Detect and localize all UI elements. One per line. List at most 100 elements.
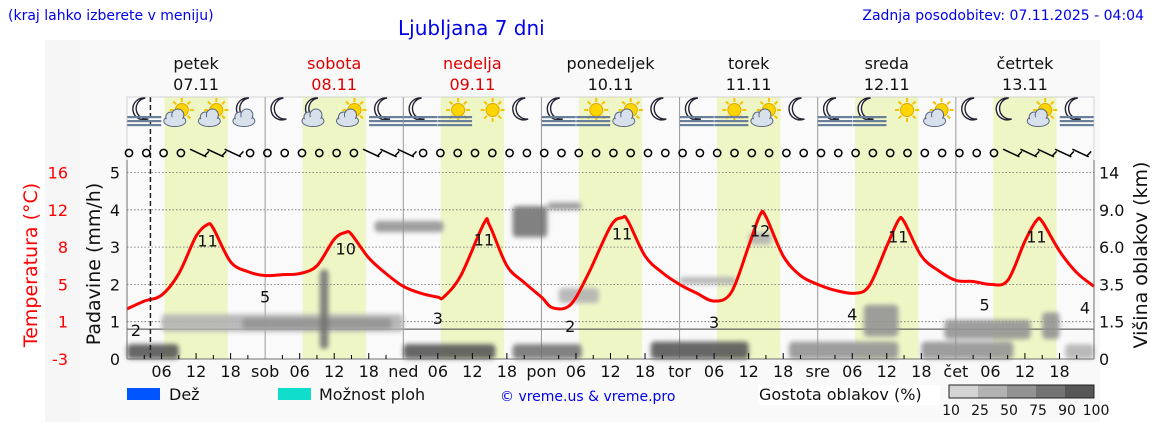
temp-label-min: 2	[131, 321, 141, 340]
cloud-patch	[242, 317, 392, 330]
day-abbr-tick: tor	[668, 362, 691, 381]
credit-link[interactable]: © vreme.us & vreme.pro	[500, 389, 675, 405]
calm-wind-icon	[141, 148, 151, 158]
fog-line	[438, 116, 473, 119]
density-label-bg	[758, 385, 940, 405]
moon-crescent	[1064, 97, 1082, 121]
calm-wind-icon	[937, 148, 947, 158]
sun-fog-icon	[438, 98, 473, 127]
wind-barb-icon	[189, 148, 210, 158]
moon-fog-icon	[679, 97, 714, 127]
last-updated: Zadnja posodobitev: 07.11.2025 - 04:04	[862, 8, 1144, 24]
day-name: sobota	[307, 54, 361, 73]
sun-disc	[485, 103, 500, 117]
fog-line	[438, 120, 473, 123]
sun-disc	[589, 103, 604, 117]
calm-wind-icon	[505, 148, 514, 158]
fog-line	[817, 116, 852, 119]
cloud-patch	[127, 344, 179, 359]
moon-cloud-icon	[301, 97, 325, 127]
density-step: 25	[971, 403, 989, 419]
sun-ray	[345, 100, 350, 106]
barb-shaft	[224, 148, 242, 158]
fog-line	[1059, 124, 1094, 127]
density-swatch	[1065, 385, 1094, 398]
calm-wind-icon	[695, 148, 705, 158]
cloud-patch	[319, 269, 329, 350]
day-date: 12.11	[864, 75, 910, 94]
cloud-fill	[924, 117, 945, 126]
day-date: 13.11	[1002, 75, 1048, 94]
day-date: 11.11	[726, 75, 772, 94]
calm-wind-icon	[453, 148, 463, 158]
precip-tick: 5	[110, 164, 120, 183]
precip-tick: 1	[110, 313, 120, 332]
sun-ray	[773, 114, 779, 120]
moon-icon	[650, 97, 667, 121]
calm-wind-icon	[764, 148, 774, 158]
cloud-height-tick: 9.0	[1099, 201, 1124, 220]
fog-line	[714, 120, 749, 123]
moon-fog-icon	[369, 97, 404, 127]
fog-line	[679, 120, 714, 123]
density-step: 10	[942, 403, 960, 419]
calm-wind-icon	[712, 148, 722, 158]
sun-cloud-icon	[197, 98, 229, 127]
sun-cloud-icon	[1026, 98, 1058, 127]
temp-label-max: 10	[336, 239, 356, 258]
cloud-patch	[679, 276, 738, 285]
sun-cloud-icon	[750, 98, 781, 127]
fog-line	[127, 116, 162, 119]
moon-crescent	[822, 97, 840, 121]
sun-ray	[497, 100, 502, 106]
hour-tick: 06	[842, 362, 862, 381]
calm-wind-icon	[920, 148, 930, 158]
moon-crescent	[270, 97, 287, 121]
hour-tick: 12	[877, 362, 897, 381]
cloud-patch	[788, 341, 899, 359]
moon-cloud-icon	[232, 97, 256, 127]
calm-wind-icon	[955, 148, 964, 158]
cloud-height-axis-label: Višina oblakov (km)	[1130, 162, 1152, 349]
calm-wind-icon	[436, 148, 445, 158]
fog-line	[541, 124, 576, 127]
temp-label-max: 11	[1026, 228, 1046, 247]
wind-barb-icon	[397, 148, 418, 158]
cloud-layer	[127, 202, 1094, 359]
barb-shaft	[1002, 148, 1020, 158]
barb-flag	[1034, 150, 1040, 157]
barb-flag	[1051, 150, 1058, 157]
density-step: 75	[1029, 403, 1047, 419]
sun-ray	[497, 114, 502, 120]
day-abbr-tick: sob	[251, 362, 279, 381]
precip-tick: 4	[110, 201, 120, 220]
calm-wind-icon	[747, 148, 757, 158]
calm-wind-icon	[903, 148, 912, 158]
hour-tick: 18	[359, 362, 379, 381]
calm-wind-icon	[851, 148, 860, 158]
temp-tick: 12	[48, 201, 68, 220]
calm-wind-icon	[245, 148, 255, 158]
hour-tick: 18	[497, 362, 517, 381]
sun-ray	[1036, 100, 1041, 106]
temp-tick: -3	[52, 350, 68, 369]
wind-barb-icon	[1037, 148, 1058, 158]
hour-tick: 12	[324, 362, 344, 381]
calm-wind-icon	[643, 148, 653, 158]
cloud-height-tick: 0	[1099, 350, 1109, 369]
day-name: nedelja	[443, 54, 502, 73]
sun-ray	[221, 100, 226, 106]
moon-fog-icon	[1059, 97, 1094, 127]
fog-line	[1059, 120, 1094, 123]
calm-wind-icon	[314, 148, 324, 158]
calm-wind-icon	[297, 148, 307, 158]
cloud-patch	[547, 202, 582, 210]
sun-ray	[359, 100, 364, 106]
calm-wind-icon	[539, 148, 549, 158]
day-date: 10.11	[588, 75, 634, 94]
temp-axis-label: Temperatura (°C)	[20, 183, 42, 348]
temp-label-max: 12	[750, 222, 770, 241]
calm-wind-icon	[574, 148, 584, 158]
cloud-height-tick: 14	[1099, 164, 1119, 183]
